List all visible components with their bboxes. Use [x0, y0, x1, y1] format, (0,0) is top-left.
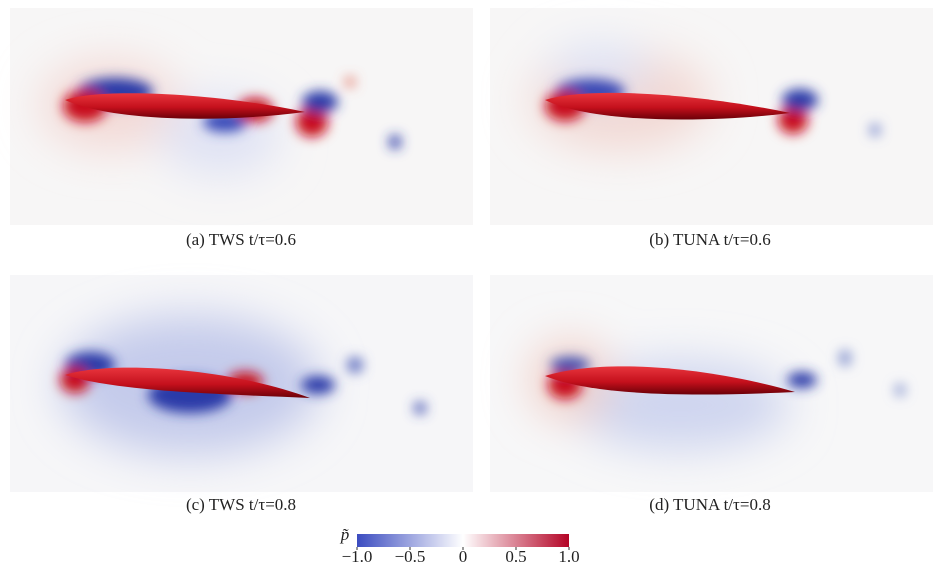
panel-d — [490, 275, 933, 492]
colorbar-scale — [357, 534, 569, 547]
panel-c — [10, 275, 473, 492]
caption: (d) TUNA t/τ=0.8 — [649, 495, 770, 514]
caption: (b) TUNA t/τ=0.6 — [649, 230, 770, 249]
colorbar-tick-label: 1.0 — [558, 547, 579, 566]
colorbar-tick-label: 0 — [459, 547, 468, 566]
panel-b — [490, 8, 933, 225]
panel-a — [10, 8, 473, 225]
colorbar: p̃ −1.0 −0.5 0 0.5 1.0 — [340, 525, 580, 566]
caption: (a) TWS t/τ=0.6 — [186, 230, 296, 249]
colorbar-tick-label: −0.5 — [395, 547, 426, 566]
colorbar-tick-label: −1.0 — [342, 547, 373, 566]
colorbar-label: p̃ — [340, 525, 350, 544]
caption: (c) TWS t/τ=0.8 — [186, 495, 296, 514]
colorbar-tick-label: 0.5 — [505, 547, 526, 566]
